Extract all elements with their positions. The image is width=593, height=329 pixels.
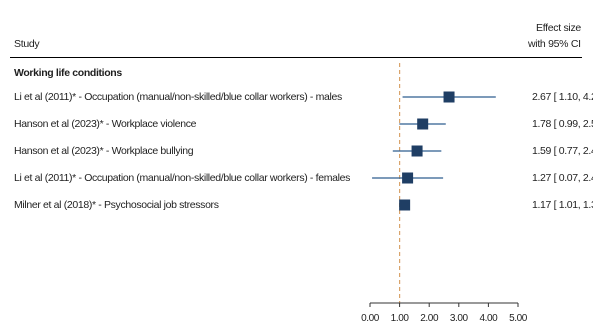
- x-tick-label: 0.00: [361, 313, 380, 324]
- effect-box: [417, 118, 429, 130]
- effect-size-ci-text: 1.78 [ 0.99, 2.56]: [532, 118, 593, 130]
- effect-size-header-line1: Effect size: [536, 22, 581, 34]
- effect-box: [411, 145, 423, 157]
- x-tick-label: 2.00: [420, 313, 439, 324]
- effect-size-header-line2: with 95% CI: [528, 38, 581, 50]
- header-divider: [10, 57, 582, 58]
- effect-box: [402, 172, 414, 184]
- effect-box: [443, 91, 455, 103]
- x-tick-label: 4.00: [479, 313, 498, 324]
- study-column-header: Study: [14, 38, 40, 50]
- study-label: Milner et al (2018)* - Psychosocial job …: [14, 199, 219, 211]
- study-label: Li et al (2011)* - Occupation (manual/no…: [14, 91, 342, 103]
- study-label: Hanson et al (2023)* - Workplace violenc…: [14, 118, 197, 130]
- x-tick-label: 3.00: [450, 313, 469, 324]
- effect-size-ci-text: 1.59 [ 0.77, 2.41]: [532, 145, 593, 157]
- study-label: Hanson et al (2023)* - Workplace bullyin…: [14, 145, 194, 157]
- x-tick-label: 1.00: [391, 313, 410, 324]
- x-tick-label: 5.00: [509, 313, 528, 324]
- study-label: Li et al (2011)* - Occupation (manual/no…: [14, 172, 350, 184]
- effect-size-ci-text: 1.27 [ 0.07, 2.47]: [532, 172, 593, 184]
- effect-box: [399, 199, 411, 211]
- effect-size-ci-text: 1.17 [ 1.01, 1.32]: [532, 199, 593, 211]
- effect-size-ci-text: 2.67 [ 1.10, 4.25]: [532, 91, 593, 103]
- group-title: Working life conditions: [14, 67, 122, 79]
